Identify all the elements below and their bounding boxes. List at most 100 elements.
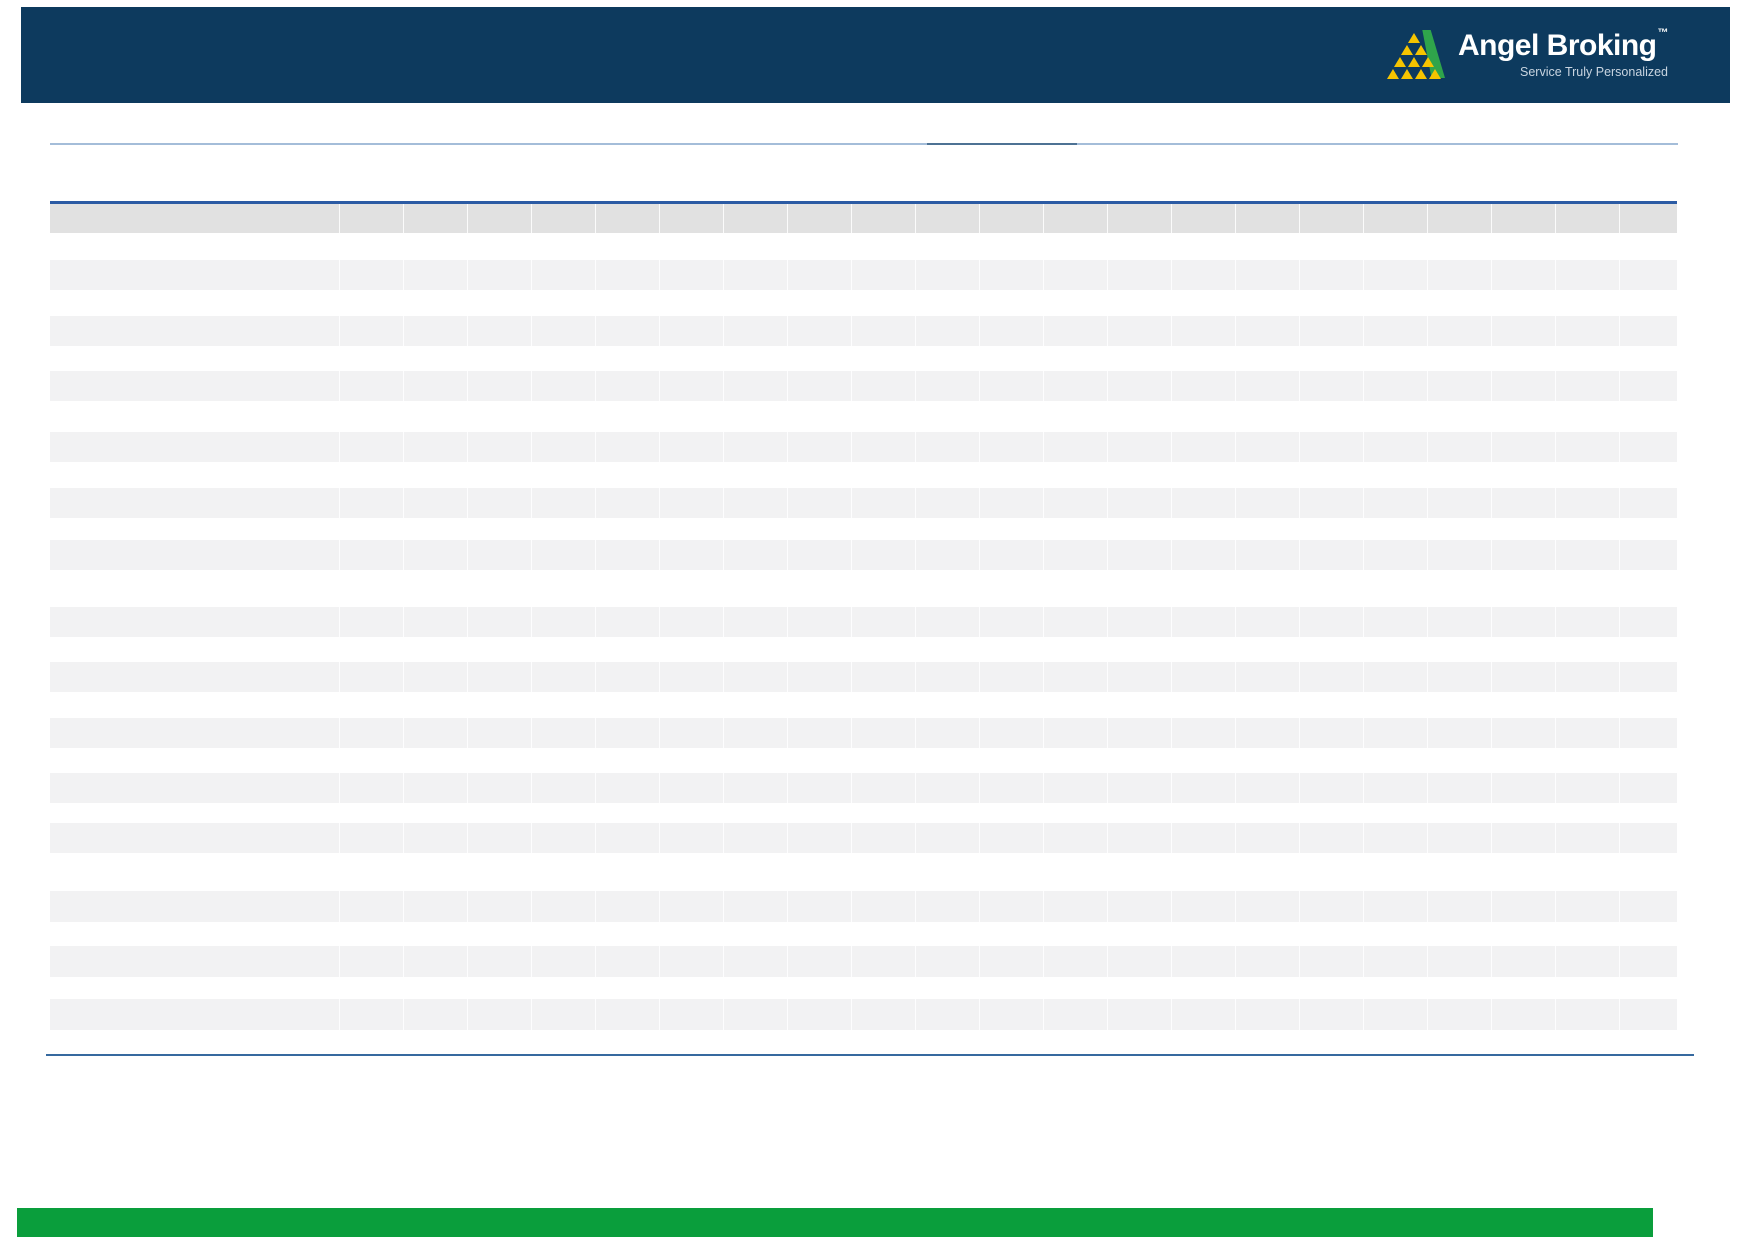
yellow-triangle-icon — [1386, 69, 1399, 79]
column-separator — [1491, 488, 1492, 518]
column-separator — [1235, 540, 1236, 570]
column-separator — [723, 204, 724, 233]
column-separator — [979, 260, 980, 290]
column-separator — [659, 662, 660, 692]
column-separator — [339, 204, 340, 233]
column-separator — [1555, 260, 1556, 290]
pyramid-row — [1386, 69, 1441, 79]
column-separator — [1619, 823, 1620, 853]
table-row — [50, 823, 1677, 853]
column-separator — [723, 260, 724, 290]
pyramid-row — [1400, 45, 1427, 55]
column-separator — [851, 540, 852, 570]
column-separator — [467, 204, 468, 233]
column-separator — [851, 488, 852, 518]
column-separator — [659, 316, 660, 346]
column-separator — [787, 946, 788, 977]
table-row — [50, 316, 1677, 346]
column-separator — [1619, 260, 1620, 290]
column-separator — [1427, 488, 1428, 518]
column-separator — [659, 718, 660, 748]
column-separator — [403, 316, 404, 346]
column-separator — [1107, 540, 1108, 570]
angel-broking-logo: Angel Broking™ Service Truly Personalize… — [1386, 28, 1668, 80]
column-separator — [1299, 316, 1300, 346]
column-separator — [1299, 999, 1300, 1030]
column-separator — [723, 823, 724, 853]
column-separator — [915, 823, 916, 853]
brand-name-text: Angel Broking — [1457, 29, 1657, 62]
logo-text-block: Angel Broking™ Service Truly Personalize… — [1457, 28, 1668, 80]
column-separator — [979, 204, 980, 233]
column-separator — [1299, 488, 1300, 518]
yellow-triangle-icon — [1407, 33, 1420, 43]
column-separator — [915, 204, 916, 233]
column-separator — [1171, 316, 1172, 346]
column-separator — [1363, 260, 1364, 290]
column-separator — [531, 432, 532, 462]
column-separator — [531, 999, 532, 1030]
column-separator — [1491, 946, 1492, 977]
column-separator — [595, 371, 596, 401]
column-separator — [1043, 718, 1044, 748]
column-separator — [595, 316, 596, 346]
column-separator — [1363, 946, 1364, 977]
column-separator — [659, 946, 660, 977]
column-separator — [1555, 891, 1556, 922]
column-separator — [979, 718, 980, 748]
column-separator — [1491, 773, 1492, 803]
column-separator — [1363, 316, 1364, 346]
column-separator — [403, 432, 404, 462]
column-separator — [851, 823, 852, 853]
column-separator — [531, 773, 532, 803]
column-separator — [1107, 662, 1108, 692]
rule-dark-segment — [927, 143, 1077, 145]
column-separator — [851, 432, 852, 462]
pyramid-row — [1393, 57, 1434, 67]
column-separator — [1363, 891, 1364, 922]
column-separator — [1107, 316, 1108, 346]
yellow-triangle-icon — [1414, 69, 1427, 79]
column-separator — [723, 432, 724, 462]
column-separator — [1043, 946, 1044, 977]
column-separator — [1171, 488, 1172, 518]
column-separator — [659, 540, 660, 570]
column-separator — [1619, 432, 1620, 462]
pyramid-row — [1407, 33, 1420, 43]
column-separator — [915, 999, 916, 1030]
column-separator — [1427, 260, 1428, 290]
column-separator — [1107, 823, 1108, 853]
column-separator — [1107, 946, 1108, 977]
column-separator — [1619, 204, 1620, 233]
column-separator — [1235, 999, 1236, 1030]
column-separator — [1171, 607, 1172, 637]
column-separator — [1299, 540, 1300, 570]
column-separator — [1171, 999, 1172, 1030]
column-separator — [1299, 260, 1300, 290]
column-separator — [339, 773, 340, 803]
table-row — [50, 773, 1677, 803]
column-separator — [1555, 662, 1556, 692]
column-separator — [851, 260, 852, 290]
column-separator — [1235, 204, 1236, 233]
column-separator — [339, 662, 340, 692]
column-separator — [595, 946, 596, 977]
column-separator — [851, 662, 852, 692]
footer-green-bar — [17, 1208, 1653, 1237]
column-separator — [1555, 718, 1556, 748]
column-separator — [1555, 607, 1556, 637]
column-separator — [403, 607, 404, 637]
column-separator — [1491, 823, 1492, 853]
column-separator — [1043, 371, 1044, 401]
column-separator — [787, 316, 788, 346]
column-separator — [1235, 371, 1236, 401]
column-separator — [1555, 371, 1556, 401]
column-separator — [1299, 946, 1300, 977]
column-separator — [339, 823, 340, 853]
yellow-triangle-icon — [1428, 69, 1441, 79]
column-separator — [467, 773, 468, 803]
column-separator — [1299, 891, 1300, 922]
column-separator — [1299, 718, 1300, 748]
column-separator — [723, 946, 724, 977]
